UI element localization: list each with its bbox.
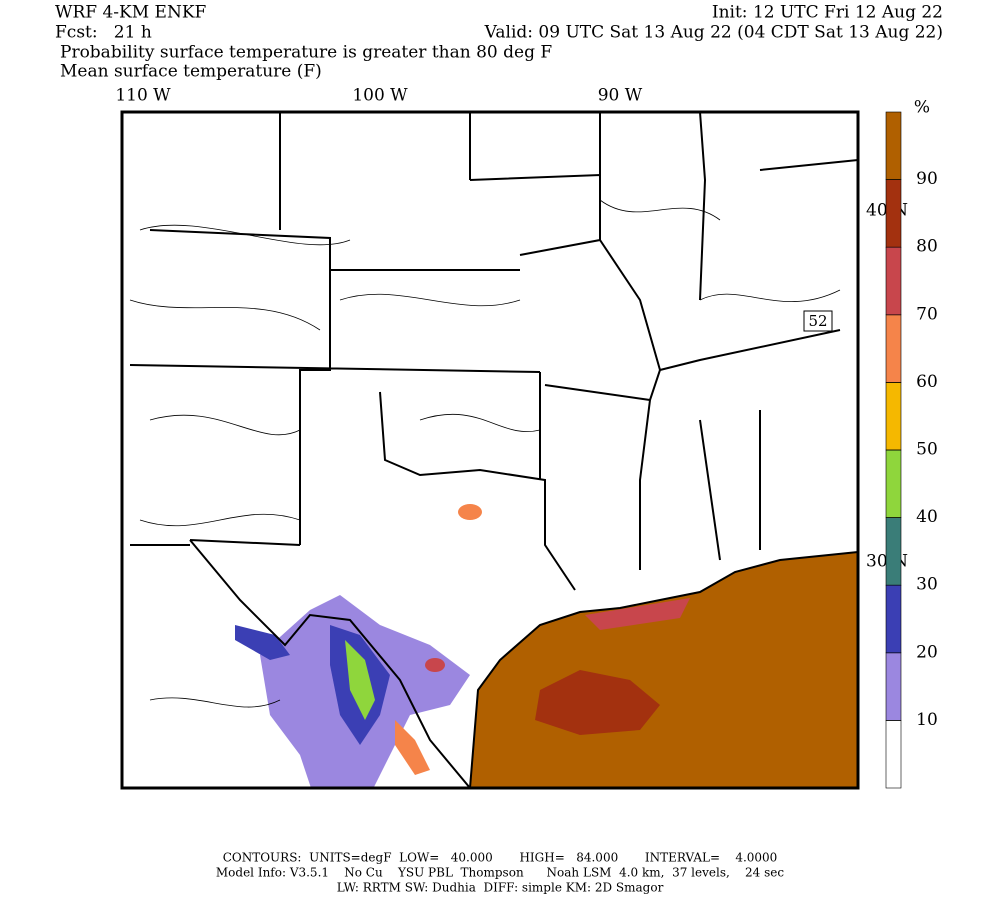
colorbar-box <box>885 382 902 451</box>
colorbar-tick-label: 50 <box>916 440 938 460</box>
map-frame <box>120 110 860 790</box>
lon-label: 110 W <box>115 86 171 106</box>
colorbar-tick-label: 70 <box>916 304 938 324</box>
prob-region <box>235 625 290 660</box>
field-title: Probability surface temperature is great… <box>60 43 552 63</box>
colorbar: 10 20 30 40 50 60 70 80 90 <box>885 111 938 789</box>
state-borders <box>129 112 858 788</box>
colorbar-box <box>885 720 902 789</box>
forecast-hour: Fcst: 21 h <box>55 23 152 43</box>
footer-line: LW: RRTM SW: Dudhia DIFF: simple KM: 2D … <box>337 881 664 895</box>
route-shield-label: 52 <box>808 312 827 330</box>
colorbar-tick-label: 60 <box>916 372 938 392</box>
valid-time: Valid: 09 UTC Sat 13 Aug 22 (04 CDT Sat … <box>484 23 943 43</box>
footer-line: CONTOURS: UNITS=degF LOW= 40.000 HIGH= 8… <box>223 851 778 865</box>
colorbar-box <box>885 111 902 180</box>
prob-spot <box>458 504 482 520</box>
prob-spot <box>425 658 445 672</box>
colorbar-tick-label: 10 <box>916 710 938 730</box>
colorbar-tick-label: 90 <box>916 169 938 189</box>
colorbar-tick-label: 20 <box>916 642 938 662</box>
colorbar-unit: % <box>914 98 930 118</box>
lon-label: 100 W <box>352 86 408 106</box>
colorbar-tick-label: 30 <box>916 575 938 595</box>
prob-edge <box>585 598 690 630</box>
prob-region <box>395 720 430 775</box>
footer-line: Model Info: V3.5.1 No Cu YSU PBL Thompso… <box>216 866 785 880</box>
lon-label: 90 W <box>598 86 643 106</box>
colorbar-box <box>885 314 902 383</box>
map: 52 <box>122 112 858 788</box>
colorbar-box <box>885 449 902 518</box>
prob-region <box>345 640 375 720</box>
field-title: Mean surface temperature (F) <box>60 62 322 82</box>
colorbar-box <box>885 652 902 721</box>
coastline <box>469 551 858 788</box>
prob-core <box>535 670 660 735</box>
colorbar-tick-label: 80 <box>916 237 938 257</box>
init-time: Init: 12 UTC Fri 12 Aug 22 <box>712 3 943 23</box>
colorbar-box <box>885 246 902 316</box>
colorbar-box <box>885 517 902 586</box>
colorbar-tick-label: 40 <box>916 507 938 527</box>
colorbar-box <box>885 179 902 248</box>
colorbar-box <box>885 584 902 654</box>
model-name: WRF 4-KM ENKF <box>55 3 207 23</box>
route-shield <box>803 310 833 332</box>
